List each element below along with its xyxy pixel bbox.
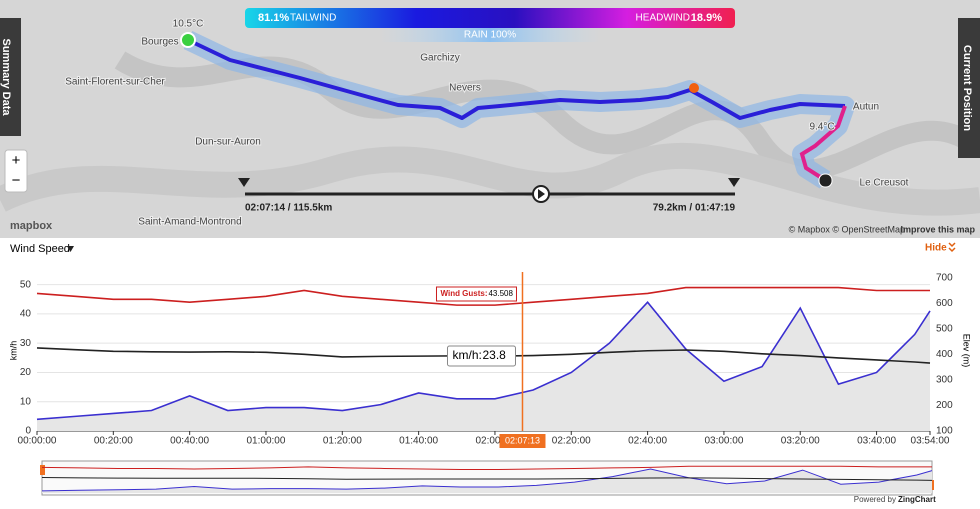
- cursor-label-bg: [499, 434, 546, 448]
- zoom-in[interactable]: +: [12, 152, 21, 169]
- gust-tooltip-value: 43.508: [488, 289, 513, 298]
- selector-caret: [67, 246, 74, 252]
- gust-tooltip: [435, 286, 517, 302]
- x-tick-label: 02:40:00: [628, 436, 667, 447]
- hide-button[interactable]: Hide: [925, 243, 947, 254]
- route: [799, 105, 847, 182]
- x-tick-label: 03:00:00: [704, 436, 743, 447]
- zoom-out[interactable]: −: [12, 172, 21, 189]
- y2-tick-label: 500: [936, 323, 953, 334]
- area: [37, 302, 930, 431]
- y2-tick-label: 400: [936, 349, 953, 360]
- city-label: Nevers: [449, 83, 481, 94]
- x-tick-label: 03:54:00: [911, 436, 950, 447]
- start-marker[interactable]: [180, 32, 196, 48]
- metric-selector[interactable]: Wind Speed: [10, 243, 70, 255]
- speed-tooltip-label: km/h:: [452, 348, 481, 362]
- x-tick-label: 00:40:00: [170, 436, 209, 447]
- summary-tab-label[interactable]: Summary Data: [0, 38, 12, 116]
- x-tick-label: 03:40:00: [857, 436, 896, 447]
- y2-tick-label: 100: [936, 426, 953, 437]
- tailwind-label: TAILWIND: [290, 13, 336, 24]
- powered-by: Powered by: [854, 495, 896, 504]
- x-tick-label: 01:20:00: [323, 436, 362, 447]
- rain-label: RAIN 100%: [464, 30, 516, 41]
- headwind-label: HEADWIND: [636, 13, 690, 24]
- y-tick-label: 40: [20, 309, 32, 320]
- city-label: Saint-Florent-sur-Cher: [65, 77, 165, 88]
- x-tick-label: 02:20:00: [552, 436, 591, 447]
- map-terrain: [0, 142, 980, 216]
- city-label: Saint-Amand-Montrond: [138, 217, 241, 228]
- y2-tick-label: 200: [936, 400, 953, 411]
- overview-area: [42, 469, 932, 493]
- play-icon: [538, 189, 545, 199]
- x-tick-label: 01:00:00: [247, 436, 286, 447]
- city-label: Autun: [853, 102, 879, 113]
- x-tick-label: 02:00:00: [475, 436, 514, 447]
- rain-bar: [380, 28, 600, 42]
- slider-left-label: 02:07:14 / 115.5km: [245, 203, 332, 214]
- position-tab-label[interactable]: Current Position: [961, 45, 973, 131]
- route: [187, 38, 846, 120]
- y-tick-label: 20: [20, 367, 32, 378]
- position-marker[interactable]: [689, 83, 699, 93]
- finish-marker[interactable]: [818, 173, 833, 188]
- headwind-value: 18.9%: [691, 12, 722, 24]
- tailwind-value: 81.1%: [258, 12, 289, 24]
- line: [36, 286, 930, 306]
- y-tick-label: 10: [20, 396, 32, 407]
- slider-right-label: 79.2km / 01:47:19: [653, 203, 736, 214]
- attribution[interactable]: © Mapbox © OpenStreetMap: [789, 224, 905, 234]
- y2-axis-label: Elev (m): [962, 334, 972, 368]
- y-tick-label: 30: [20, 338, 32, 349]
- city-label: Bourges: [141, 37, 178, 48]
- overview-line: [41, 465, 932, 471]
- overview-line: [41, 477, 933, 481]
- line: [36, 300, 931, 421]
- y-axis-label: km/h: [8, 341, 18, 361]
- y2-tick-label: 600: [936, 298, 953, 309]
- improve-link[interactable]: Improve this map: [900, 224, 975, 234]
- summary-tab[interactable]: [0, 18, 21, 136]
- brand: ZingChart: [898, 495, 936, 504]
- city-label: Garchizy: [420, 53, 459, 64]
- gust-tooltip-label: Wind Gusts:: [440, 289, 487, 298]
- wind-bar: [245, 8, 735, 28]
- overview-line: [41, 468, 933, 492]
- position-tab[interactable]: [958, 18, 980, 158]
- speed-tooltip: [446, 345, 516, 367]
- city-label: Dun-sur-Auron: [195, 137, 261, 148]
- zoom-control: [4, 149, 28, 193]
- cursor-label: 02:07:13: [505, 435, 540, 445]
- y2-tick-label: 700: [936, 272, 953, 283]
- mapbox-logo: mapbox: [10, 220, 53, 232]
- x-tick-label: 00:00:00: [18, 436, 57, 447]
- city-label: Le Creusot: [860, 178, 909, 189]
- x-tick-label: 03:20:00: [781, 436, 820, 447]
- end-temp: 9.4°C: [809, 122, 834, 133]
- x-tick-label: 00:20:00: [94, 436, 133, 447]
- start-temp: 10.5°C: [173, 19, 204, 30]
- y-tick-label: 0: [25, 426, 31, 437]
- x-tick-label: 01:40:00: [399, 436, 438, 447]
- overview-handle[interactable]: [40, 465, 45, 475]
- y2-tick-label: 300: [936, 375, 953, 386]
- hide-icon: [948, 242, 956, 253]
- speed-tooltip-value: 23.8: [482, 348, 506, 362]
- y-tick-label: 50: [20, 279, 32, 290]
